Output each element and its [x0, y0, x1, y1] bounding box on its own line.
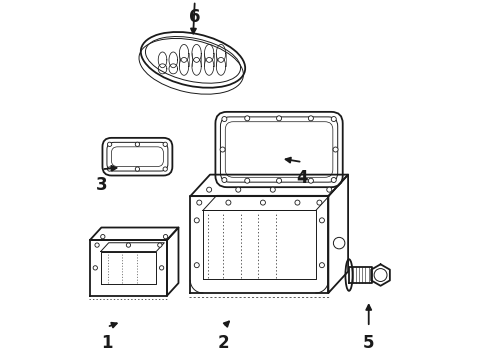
Ellipse shape [276, 116, 282, 121]
Ellipse shape [236, 187, 241, 192]
Ellipse shape [331, 177, 336, 183]
Ellipse shape [100, 234, 105, 239]
Ellipse shape [327, 187, 332, 192]
Ellipse shape [317, 200, 322, 205]
Ellipse shape [194, 263, 199, 268]
Ellipse shape [245, 116, 250, 121]
Ellipse shape [159, 266, 164, 270]
Ellipse shape [163, 142, 168, 147]
Ellipse shape [207, 187, 212, 192]
Ellipse shape [222, 177, 227, 183]
Ellipse shape [197, 200, 202, 205]
Ellipse shape [333, 147, 338, 152]
Text: 6: 6 [189, 8, 200, 26]
Ellipse shape [319, 263, 324, 268]
Ellipse shape [226, 200, 231, 205]
Ellipse shape [93, 266, 98, 270]
Ellipse shape [222, 117, 227, 122]
Ellipse shape [126, 243, 131, 247]
Text: 5: 5 [363, 334, 374, 352]
Ellipse shape [158, 243, 162, 247]
Text: 1: 1 [101, 334, 113, 352]
Ellipse shape [107, 142, 112, 147]
Ellipse shape [164, 234, 168, 239]
Ellipse shape [220, 147, 225, 152]
Ellipse shape [308, 116, 314, 121]
Ellipse shape [107, 167, 112, 171]
Text: 4: 4 [296, 169, 308, 187]
Text: 2: 2 [218, 334, 229, 352]
Ellipse shape [95, 243, 99, 247]
Text: 3: 3 [96, 176, 107, 194]
Ellipse shape [194, 218, 199, 223]
Ellipse shape [319, 218, 324, 223]
Ellipse shape [295, 200, 300, 205]
Ellipse shape [260, 200, 266, 205]
Ellipse shape [245, 178, 250, 183]
Ellipse shape [135, 167, 140, 171]
Ellipse shape [135, 142, 140, 147]
Ellipse shape [163, 167, 168, 171]
Ellipse shape [308, 178, 314, 183]
Ellipse shape [276, 178, 282, 183]
Ellipse shape [331, 117, 336, 122]
Ellipse shape [270, 187, 275, 192]
Polygon shape [371, 264, 390, 286]
